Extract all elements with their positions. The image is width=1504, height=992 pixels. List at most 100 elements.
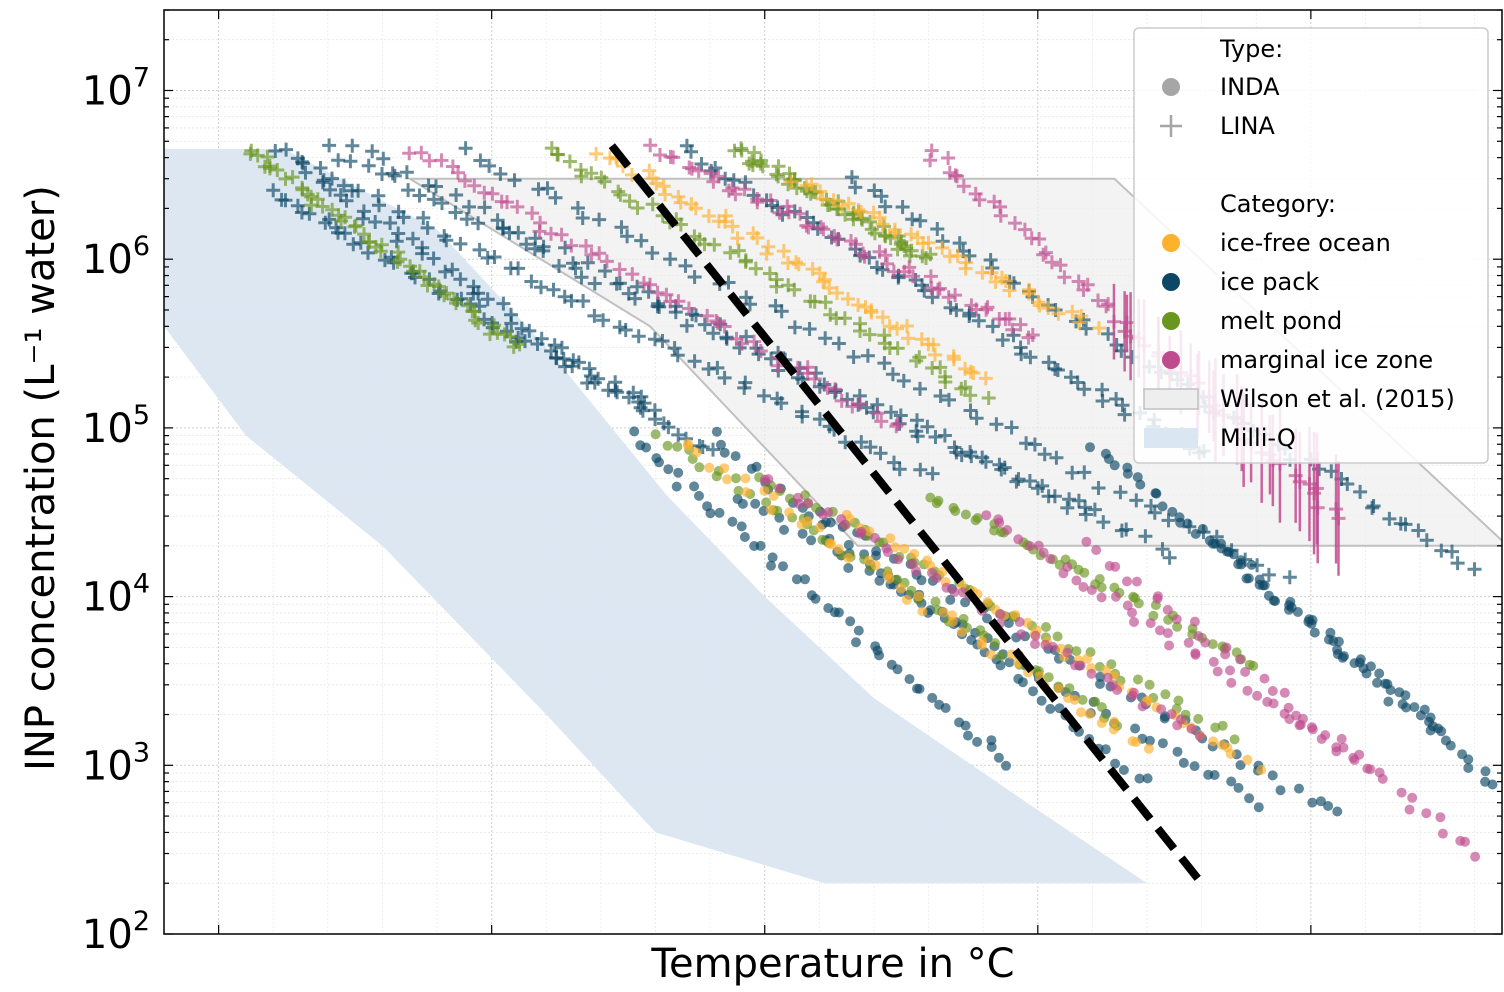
inda-point — [973, 513, 983, 523]
inda-point — [1222, 547, 1232, 557]
inda-point — [963, 731, 973, 741]
y-tick-label: 103 — [82, 737, 150, 789]
inda-point — [752, 462, 762, 472]
inda-point — [896, 583, 906, 593]
inda-point — [1110, 759, 1120, 769]
inda-point — [1298, 714, 1308, 724]
inda-point — [1138, 701, 1148, 711]
inda-point — [1421, 808, 1431, 818]
inda-point — [1109, 724, 1119, 734]
inda-point — [1135, 480, 1145, 490]
inda-point — [1397, 788, 1407, 798]
inda-point — [1064, 683, 1074, 693]
inda-point — [875, 576, 885, 586]
inda-point — [1002, 525, 1012, 535]
inda-point — [1097, 718, 1107, 728]
inda-point — [1167, 709, 1177, 719]
inda-point — [731, 473, 741, 483]
inda-point — [1438, 829, 1448, 839]
inda-point — [1374, 669, 1384, 679]
inda-point — [1378, 774, 1388, 784]
inda-point — [1119, 765, 1129, 775]
inda-point — [683, 441, 693, 451]
inda-point — [1240, 667, 1250, 677]
inda-point — [1058, 568, 1068, 578]
inda-point — [1112, 685, 1122, 695]
legend-swatch-milli-q — [1144, 428, 1198, 448]
inda-point — [1213, 667, 1223, 677]
inda-point — [1405, 805, 1415, 815]
inda-point — [704, 463, 714, 473]
inda-point — [815, 523, 825, 533]
inda-point — [689, 481, 699, 491]
inda-point — [811, 594, 821, 604]
inda-point — [1407, 793, 1417, 803]
inda-point — [957, 627, 967, 637]
inda-point — [1085, 709, 1095, 719]
inda-point — [1087, 669, 1097, 679]
legend-type-header: Type: — [1219, 35, 1283, 63]
inda-point — [1045, 704, 1055, 714]
inda-point — [1025, 541, 1035, 551]
legend-category-header: Category: — [1220, 190, 1336, 218]
inda-point — [1030, 639, 1040, 649]
inda-point — [1076, 661, 1086, 671]
inda-point — [1097, 592, 1107, 602]
inda-point — [1269, 699, 1279, 709]
inda-point — [961, 510, 971, 520]
inda-point — [918, 606, 928, 616]
inda-point — [917, 575, 927, 585]
inda-point — [1209, 657, 1219, 667]
inda-point — [1183, 519, 1193, 529]
inda-point — [1085, 442, 1095, 452]
inda-point — [1134, 598, 1144, 608]
inda-point — [1110, 460, 1120, 470]
inda-point — [1076, 707, 1086, 717]
inda-point — [641, 443, 651, 453]
y-tick-label: 104 — [82, 569, 150, 621]
inda-point — [1001, 761, 1011, 771]
inda-point — [986, 650, 996, 660]
inda-point — [959, 614, 969, 624]
inda-point — [1172, 614, 1182, 624]
inda-point — [766, 505, 776, 515]
inda-point — [1308, 724, 1318, 734]
inda-point — [1152, 594, 1162, 604]
inda-point — [756, 541, 766, 551]
inda-point — [1190, 617, 1200, 627]
inda-point — [1013, 534, 1023, 544]
inda-point — [840, 520, 850, 530]
inda-point — [1254, 802, 1264, 812]
legend-label-ice-pack: ice pack — [1220, 268, 1319, 296]
inda-point — [1087, 585, 1097, 595]
inda-point — [694, 491, 704, 501]
inda-point — [803, 498, 813, 508]
inda-point — [1158, 738, 1168, 748]
inda-point — [800, 574, 810, 584]
inda-point — [902, 595, 912, 605]
inda-point — [774, 483, 784, 493]
legend-marker-melt-pond — [1162, 312, 1180, 330]
inda-point — [1071, 646, 1081, 656]
inda-point — [727, 517, 737, 527]
inda-point — [996, 660, 1006, 670]
inda-point — [893, 554, 903, 564]
inda-point — [1158, 501, 1168, 511]
inda-point — [1338, 653, 1348, 663]
inda-point — [1173, 747, 1183, 757]
inda-point — [1218, 721, 1228, 731]
inda-point — [1205, 536, 1215, 546]
inda-point — [803, 516, 813, 526]
inda-point — [663, 441, 673, 451]
inda-point — [768, 552, 778, 562]
inda-point — [1160, 689, 1170, 699]
inda-point — [1110, 562, 1120, 572]
inda-point — [663, 464, 673, 474]
inda-point — [1143, 773, 1153, 783]
inda-point — [1127, 608, 1137, 618]
inda-point — [844, 540, 854, 550]
inda-point — [1078, 582, 1088, 592]
inda-point — [961, 721, 971, 731]
inda-point — [1310, 628, 1320, 638]
